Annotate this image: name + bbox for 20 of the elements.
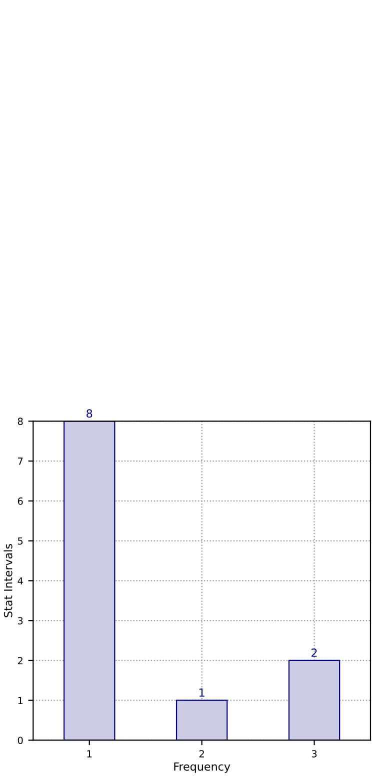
y-tick-label: 0 [18, 736, 23, 744]
y-tick-label: 1 [18, 696, 23, 704]
x-axis-title: Frequency [174, 762, 230, 773]
y-tick-label: 7 [18, 458, 23, 465]
y-axis-title: Stat Intervals [4, 544, 12, 618]
y-tick-label: 4 [18, 577, 23, 584]
y-tick-label: 3 [18, 617, 23, 624]
bar [288, 660, 340, 740]
y-tick-label: 8 [18, 418, 23, 426]
data-label: 8 [86, 409, 92, 418]
x-tick-label: 1 [87, 750, 92, 758]
x-tick-label: 3 [312, 750, 317, 758]
y-tick-label: 5 [18, 537, 23, 545]
y-tick-label: 6 [18, 497, 23, 505]
y-tick-label: 2 [18, 656, 22, 664]
bar [64, 421, 116, 740]
data-label: 2 [312, 648, 317, 657]
bar [176, 700, 228, 740]
data-label: 1 [200, 688, 204, 697]
x-tick-label: 2 [199, 750, 204, 758]
